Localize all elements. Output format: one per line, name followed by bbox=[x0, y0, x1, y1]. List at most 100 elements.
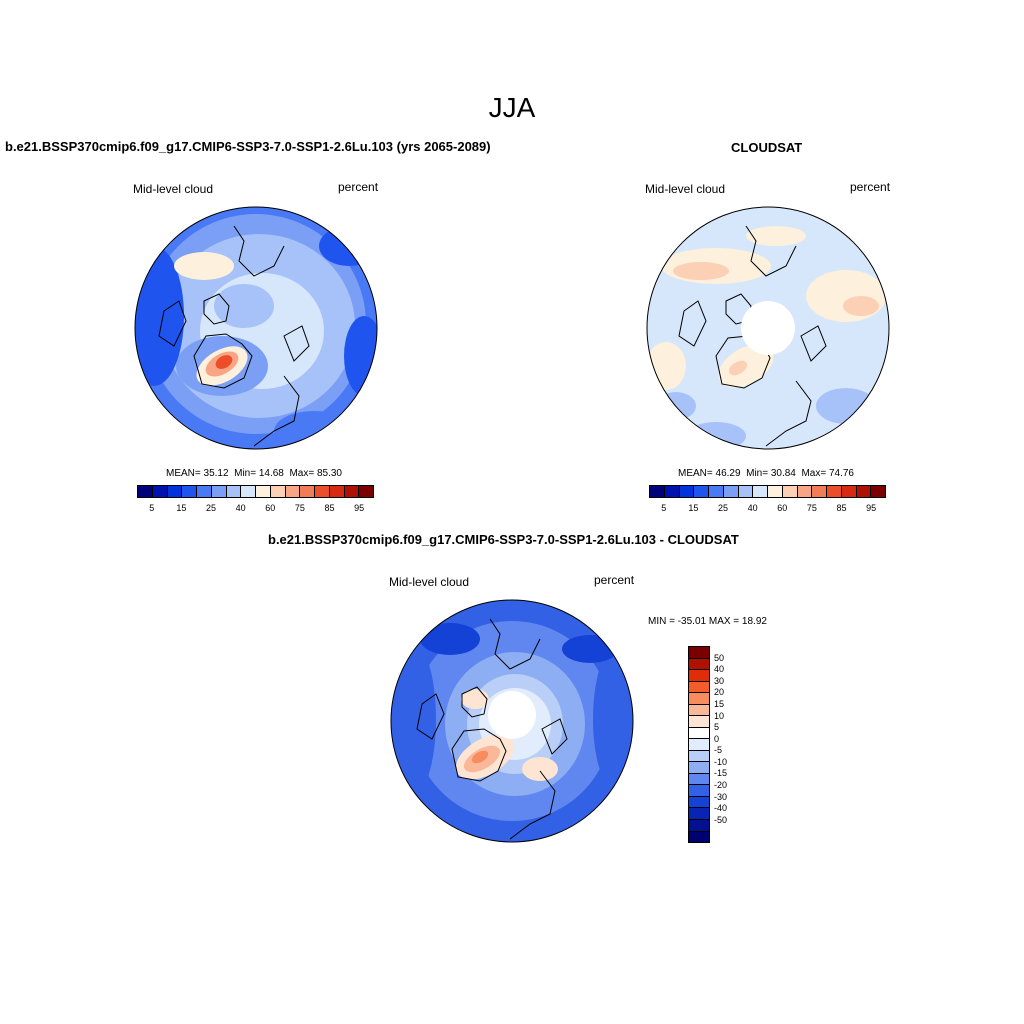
model-colorbar-swatch bbox=[211, 486, 227, 497]
diff-colorbar-tick: 40 bbox=[714, 664, 725, 675]
diff-colorbar-tick: -15 bbox=[714, 768, 728, 779]
diff-colorbar-swatch bbox=[689, 831, 709, 843]
diff-colorbar-swatch bbox=[689, 739, 709, 751]
obs-colorbar-swatch bbox=[694, 486, 709, 497]
diff-units-label: percent bbox=[594, 573, 635, 587]
diff-polar-map bbox=[390, 599, 634, 843]
diff-colorbar bbox=[688, 646, 710, 843]
diff-colorbar-tick: -20 bbox=[714, 780, 728, 791]
model-colorbar-swatch bbox=[167, 486, 183, 497]
model-colorbar-tick: 95 bbox=[354, 503, 365, 513]
obs-variable-label: Mid-level cloud bbox=[645, 182, 726, 196]
obs-colorbar-tick: 60 bbox=[777, 503, 788, 513]
obs-colorbar-swatch bbox=[856, 486, 872, 497]
diff-colorbar-tick: -10 bbox=[714, 756, 728, 767]
obs-colorbar-ticks: 5 15 25 40 60 75 85 95 bbox=[649, 503, 886, 515]
model-colorbar-tick: 60 bbox=[265, 503, 276, 513]
model-colorbar-swatch bbox=[138, 486, 153, 497]
obs-colorbar-tick: 15 bbox=[688, 503, 699, 513]
model-colorbar-swatch bbox=[315, 486, 330, 497]
diff-colorbar-swatch bbox=[689, 762, 709, 774]
model-colorbar-swatch bbox=[285, 486, 301, 497]
diff-colorbar-tick: 50 bbox=[714, 652, 725, 663]
model-units-label: percent bbox=[338, 180, 379, 194]
diff-colorbar-swatch bbox=[689, 773, 709, 786]
obs-colorbar-tick: 25 bbox=[718, 503, 729, 513]
diff-variable-label: Mid-level cloud bbox=[389, 575, 470, 589]
model-colorbar-swatch bbox=[344, 486, 360, 497]
diff-colorbar-swatch bbox=[689, 670, 709, 682]
diff-colorbar-swatch bbox=[689, 658, 709, 671]
obs-units-label: percent bbox=[850, 180, 891, 194]
obs-colorbar-swatch bbox=[797, 486, 813, 497]
obs-colorbar-swatch bbox=[827, 486, 842, 497]
obs-colorbar-tick: 75 bbox=[806, 503, 817, 513]
model-variable-label: Mid-level cloud bbox=[133, 182, 214, 196]
diff-colorbar-tick: -30 bbox=[714, 791, 728, 802]
obs-colorbar-swatch bbox=[650, 486, 665, 497]
model-colorbar-swatch bbox=[256, 486, 271, 497]
model-colorbar-tick: 25 bbox=[206, 503, 217, 513]
model-colorbar-tick: 40 bbox=[235, 503, 246, 513]
obs-colorbar-tick: 85 bbox=[836, 503, 847, 513]
obs-colorbar-tick: 5 bbox=[661, 503, 667, 513]
obs-colorbar-swatch bbox=[812, 486, 827, 497]
obs-colorbar-swatch bbox=[664, 486, 680, 497]
obs-colorbar-tick: 40 bbox=[747, 503, 758, 513]
diff-colorbar-swatch bbox=[689, 693, 709, 705]
diff-colorbar-swatch bbox=[689, 647, 709, 659]
diff-colorbar-tick: -5 bbox=[714, 745, 723, 756]
model-colorbar-tick: 85 bbox=[324, 503, 335, 513]
diff-colorbar-tick: 30 bbox=[714, 675, 725, 686]
diff-colorbar-tick: 10 bbox=[714, 710, 725, 721]
model-colorbar-ticks: 5 15 25 40 60 75 85 95 bbox=[137, 503, 374, 515]
model-stats: MEAN= 35.12 Min= 14.68 Max= 85.30 bbox=[166, 468, 342, 479]
diff-colorbar-swatch bbox=[689, 716, 709, 728]
model-colorbar-swatch bbox=[197, 486, 212, 497]
diff-colorbar-tick: 15 bbox=[714, 698, 725, 709]
obs-colorbar-swatch bbox=[723, 486, 739, 497]
obs-colorbar-tick: 95 bbox=[866, 503, 877, 513]
diff-colorbar-ticks: 50 40 30 20 15 10 5 0 -5 -10 -15 -20 -30 -40 -50 bbox=[714, 646, 754, 843]
model-colorbar-tick: 15 bbox=[176, 503, 187, 513]
obs-colorbar bbox=[649, 485, 886, 498]
obs-polar-map bbox=[646, 206, 890, 450]
obs-colorbar-swatch bbox=[753, 486, 768, 497]
model-colorbar-swatch bbox=[182, 486, 197, 497]
model-colorbar-swatch bbox=[226, 486, 242, 497]
diff-colorbar-tick: 20 bbox=[714, 687, 725, 698]
obs-colorbar-swatch bbox=[709, 486, 724, 497]
obs-stats: MEAN= 46.29 Min= 30.84 Max= 74.76 bbox=[678, 468, 854, 479]
model-colorbar-swatch bbox=[152, 486, 168, 497]
model-colorbar-swatch bbox=[241, 486, 256, 497]
diff-colorbar-swatch bbox=[689, 796, 709, 809]
model-colorbar-tick: 5 bbox=[149, 503, 155, 513]
diff-colorbar-swatch bbox=[689, 704, 709, 717]
model-colorbar-tick: 75 bbox=[294, 503, 305, 513]
diff-colorbar-tick: -50 bbox=[714, 814, 728, 825]
model-panel-title: b.e21.BSSP370cmip6.f09_g17.CMIP6-SSP3-7.… bbox=[5, 139, 491, 154]
diff-colorbar-swatch bbox=[689, 681, 709, 694]
model-colorbar-swatch bbox=[359, 486, 373, 497]
obs-colorbar-swatch bbox=[871, 486, 885, 497]
diff-colorbar-swatch bbox=[689, 819, 709, 832]
model-colorbar-swatch bbox=[300, 486, 315, 497]
diff-colorbar-swatch bbox=[689, 808, 709, 820]
model-polar-map bbox=[134, 206, 378, 450]
diff-colorbar-swatch bbox=[689, 750, 709, 763]
obs-colorbar-swatch bbox=[679, 486, 695, 497]
diff-panel-title: b.e21.BSSP370cmip6.f09_g17.CMIP6-SSP3-7.… bbox=[268, 532, 739, 547]
diff-colorbar-swatch bbox=[689, 785, 709, 797]
diff-colorbar-tick: 0 bbox=[714, 733, 720, 744]
obs-colorbar-swatch bbox=[782, 486, 798, 497]
obs-colorbar-swatch bbox=[768, 486, 783, 497]
season-title: JJA bbox=[488, 92, 536, 123]
obs-panel-title: CLOUDSAT bbox=[731, 140, 803, 155]
obs-colorbar-swatch bbox=[738, 486, 754, 497]
model-colorbar bbox=[137, 485, 374, 498]
diff-minmax: MIN = -35.01 MAX = 18.92 bbox=[648, 616, 767, 627]
obs-colorbar-swatch bbox=[841, 486, 857, 497]
model-colorbar-swatch bbox=[270, 486, 286, 497]
diff-colorbar-swatch bbox=[689, 727, 709, 740]
model-colorbar-swatch bbox=[329, 486, 345, 497]
